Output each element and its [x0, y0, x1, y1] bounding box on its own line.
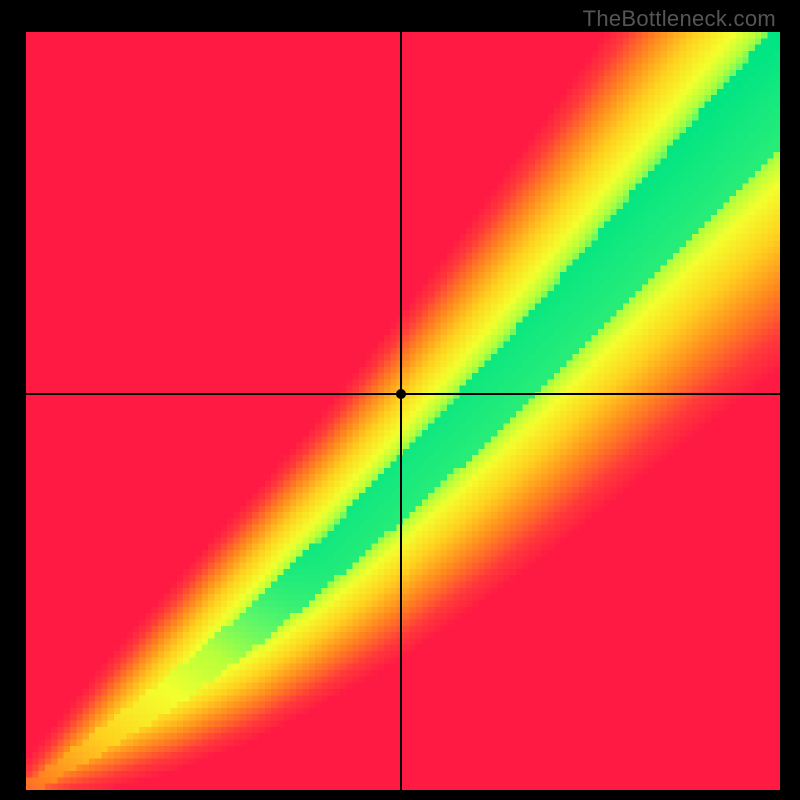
heatmap-canvas — [26, 32, 780, 790]
crosshair-marker — [396, 389, 406, 399]
plot-frame — [26, 32, 780, 790]
crosshair-vertical — [400, 32, 402, 790]
watermark-text: TheBottleneck.com — [583, 6, 776, 32]
chart-container: TheBottleneck.com — [0, 0, 800, 800]
